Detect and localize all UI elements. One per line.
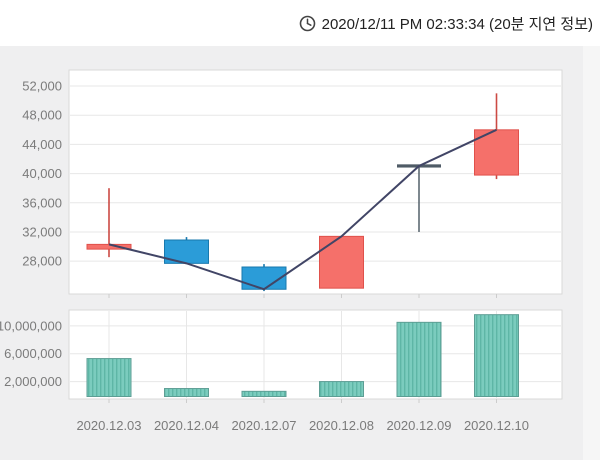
volume-bar-2020.12.08 <box>319 381 364 397</box>
candle-body-2020.12.08 <box>319 235 364 289</box>
close-price-line <box>108 128 497 291</box>
price-y-axis-label: 36,000 <box>22 195 62 210</box>
x-axis-label-2020.12.09: 2020.12.09 <box>386 418 451 433</box>
volume-bar-2020.12.03 <box>86 358 132 397</box>
volume-bar-2020.12.10 <box>474 314 519 397</box>
x-axis-label-2020.12.08: 2020.12.08 <box>309 418 374 433</box>
x-axis-label-2020.12.07: 2020.12.07 <box>231 418 296 433</box>
chart-header: 2020/12/11 PM 02:33:34 (20분 지연 정보) <box>0 0 600 46</box>
volume-bar-2020.12.09 <box>396 321 442 397</box>
volume-y-axis-label: 10,000,000 <box>0 318 62 333</box>
x-axis-label-2020.12.04: 2020.12.04 <box>154 418 219 433</box>
price-y-axis-label: 44,000 <box>22 137 62 152</box>
x-axis-label-2020.12.10: 2020.12.10 <box>464 418 529 433</box>
volume-bar-2020.12.07 <box>241 390 287 397</box>
price-plot-area <box>68 69 563 295</box>
volume-y-axis-label: 2,000,000 <box>4 374 62 389</box>
price-y-axis-label: 48,000 <box>22 108 62 123</box>
x-axis-label-2020.12.03: 2020.12.03 <box>76 418 141 433</box>
price-y-axis-label: 28,000 <box>22 254 62 269</box>
delayed-quote-timestamp: 2020/12/11 PM 02:33:34 (20분 지연 정보) <box>321 15 593 33</box>
price-y-axis-label: 52,000 <box>22 79 62 94</box>
volume-bar-2020.12.04 <box>164 388 209 398</box>
clock-icon <box>299 15 315 31</box>
price-y-axis-label: 32,000 <box>22 224 62 239</box>
volume-y-axis-label: 6,000,000 <box>4 346 62 361</box>
right-margin <box>583 46 600 460</box>
price-y-axis-label: 40,000 <box>22 166 62 181</box>
